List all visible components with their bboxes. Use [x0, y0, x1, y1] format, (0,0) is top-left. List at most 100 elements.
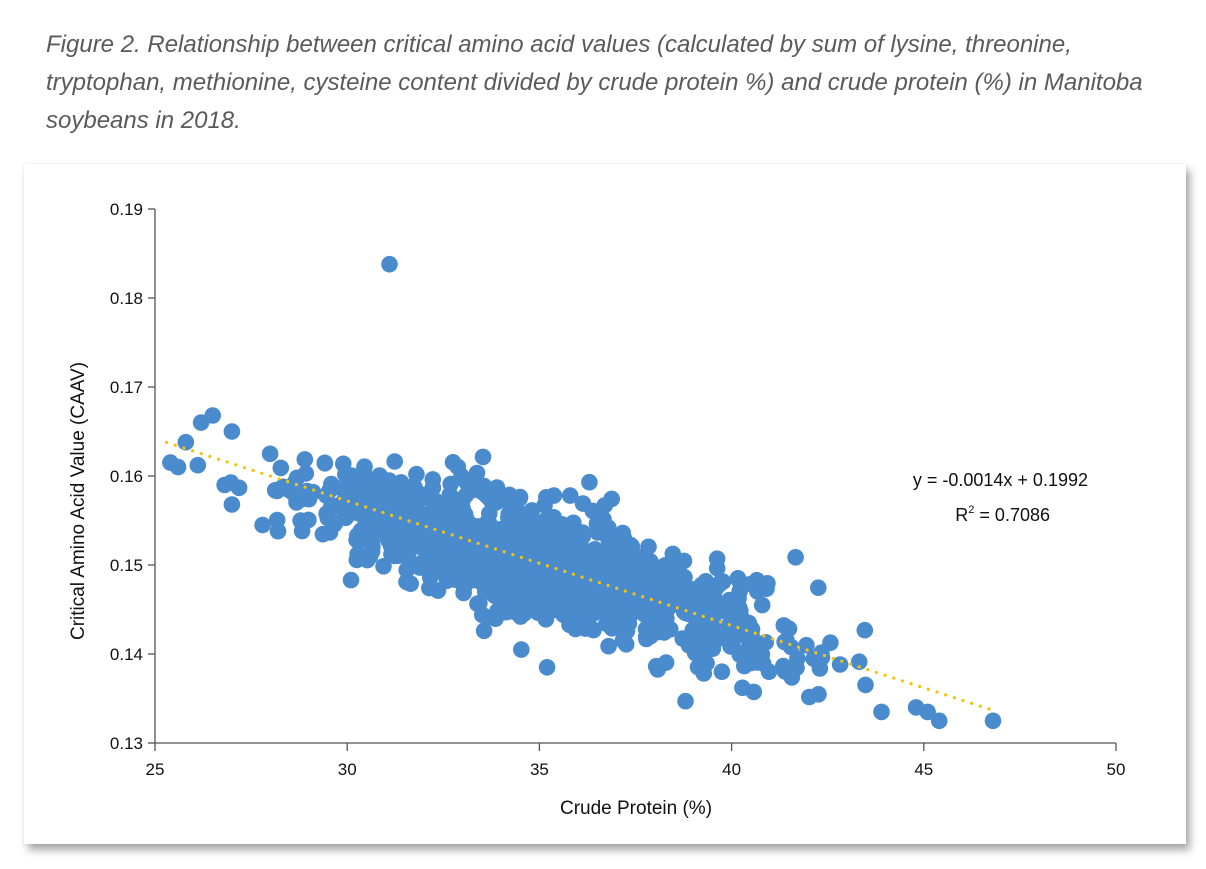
data-point	[787, 549, 804, 566]
data-point	[686, 644, 704, 662]
data-point	[776, 633, 793, 651]
y-tick-label: 0.14	[110, 645, 143, 664]
data-point	[297, 465, 315, 482]
data-point	[261, 445, 279, 463]
data-point	[677, 692, 694, 710]
data-point	[810, 579, 827, 596]
data-point	[674, 630, 691, 647]
data-point	[451, 547, 468, 565]
data-point	[557, 567, 574, 584]
data-point	[353, 532, 370, 549]
data-point	[873, 703, 890, 721]
data-point	[601, 561, 618, 578]
data-point	[561, 487, 579, 504]
y-tick-label: 0.13	[110, 734, 143, 753]
data-point	[372, 496, 390, 513]
data-point	[713, 663, 731, 680]
data-point	[407, 484, 424, 502]
data-point	[223, 423, 241, 440]
data-point	[431, 498, 449, 516]
trendline-equation: y = -0.0014x + 0.1992	[913, 470, 1088, 490]
data-point	[269, 522, 287, 540]
data-point	[757, 634, 775, 651]
data-point	[573, 610, 590, 628]
data-point	[586, 541, 604, 558]
data-point	[651, 612, 668, 630]
data-point	[177, 433, 195, 451]
data-point	[441, 486, 459, 503]
data-point	[506, 506, 524, 523]
data-point	[856, 621, 874, 639]
data-point	[689, 587, 706, 605]
data-point	[222, 474, 240, 491]
data-point	[482, 527, 500, 544]
data-point	[363, 543, 381, 560]
r-squared-superscript: 2	[968, 504, 974, 516]
x-tick-label: 40	[722, 760, 741, 779]
data-point	[512, 608, 529, 625]
data-point	[515, 542, 533, 560]
data-point	[780, 620, 798, 637]
data-point	[529, 532, 547, 549]
data-point	[538, 659, 556, 676]
data-point	[337, 504, 355, 522]
data-point	[386, 453, 404, 470]
axes-layer: 0.13 0.14 0.15 0.16 0.17 0.18 0.19 25 30 35 40 45 50	[110, 200, 1126, 779]
data-point	[729, 608, 746, 625]
data-point	[452, 533, 469, 550]
data-point	[513, 641, 530, 658]
data-point	[745, 651, 762, 668]
data-point	[581, 473, 598, 491]
data-point	[857, 676, 874, 694]
data-point	[620, 615, 638, 632]
data-point	[548, 526, 565, 544]
data-point	[930, 712, 948, 730]
data-point	[511, 490, 528, 508]
data-point	[670, 557, 688, 575]
data-point	[488, 479, 506, 496]
data-point	[822, 634, 839, 651]
data-point	[570, 549, 588, 567]
data-point	[637, 620, 655, 638]
y-tick-label: 0.17	[110, 378, 143, 397]
data-point	[545, 509, 562, 526]
data-point	[596, 497, 613, 514]
data-point	[469, 478, 486, 495]
data-point	[474, 448, 492, 466]
data-point	[342, 571, 360, 589]
data-point	[348, 551, 366, 569]
data-point	[475, 622, 493, 640]
data-point	[358, 493, 375, 510]
x-tick-label: 25	[146, 760, 165, 779]
chart-container: 0.13 0.14 0.15 0.16 0.17 0.18 0.19 25 30 35 40 45 50…	[24, 164, 1186, 844]
scatter-chart: 0.13 0.14 0.15 0.16 0.17 0.18 0.19 25 30 35 40 45 50…	[68, 200, 1126, 819]
data-point	[457, 487, 475, 504]
data-point	[335, 455, 352, 473]
data-point	[581, 579, 598, 596]
data-point	[611, 587, 628, 605]
data-point	[416, 533, 433, 550]
data-point	[355, 470, 373, 488]
data-point	[319, 509, 337, 527]
data-point	[753, 596, 771, 614]
data-point	[356, 458, 373, 476]
data-point	[789, 650, 806, 667]
x-tick-label: 45	[914, 760, 933, 779]
data-point	[223, 496, 241, 513]
data-point	[254, 516, 271, 534]
data-point	[493, 591, 511, 609]
data-point	[731, 646, 748, 663]
data-point	[408, 465, 425, 483]
data-point	[811, 660, 829, 677]
data-point	[390, 547, 407, 564]
data-point	[169, 458, 187, 476]
data-point	[381, 255, 398, 273]
x-axis-title: Crude Protein (%)	[560, 798, 712, 819]
data-point	[189, 456, 207, 474]
data-point	[539, 554, 557, 572]
data-points-layer	[162, 255, 1002, 730]
data-point	[831, 656, 849, 673]
x-tick-label: 30	[338, 760, 357, 779]
data-point	[600, 637, 617, 655]
data-point	[192, 414, 210, 431]
